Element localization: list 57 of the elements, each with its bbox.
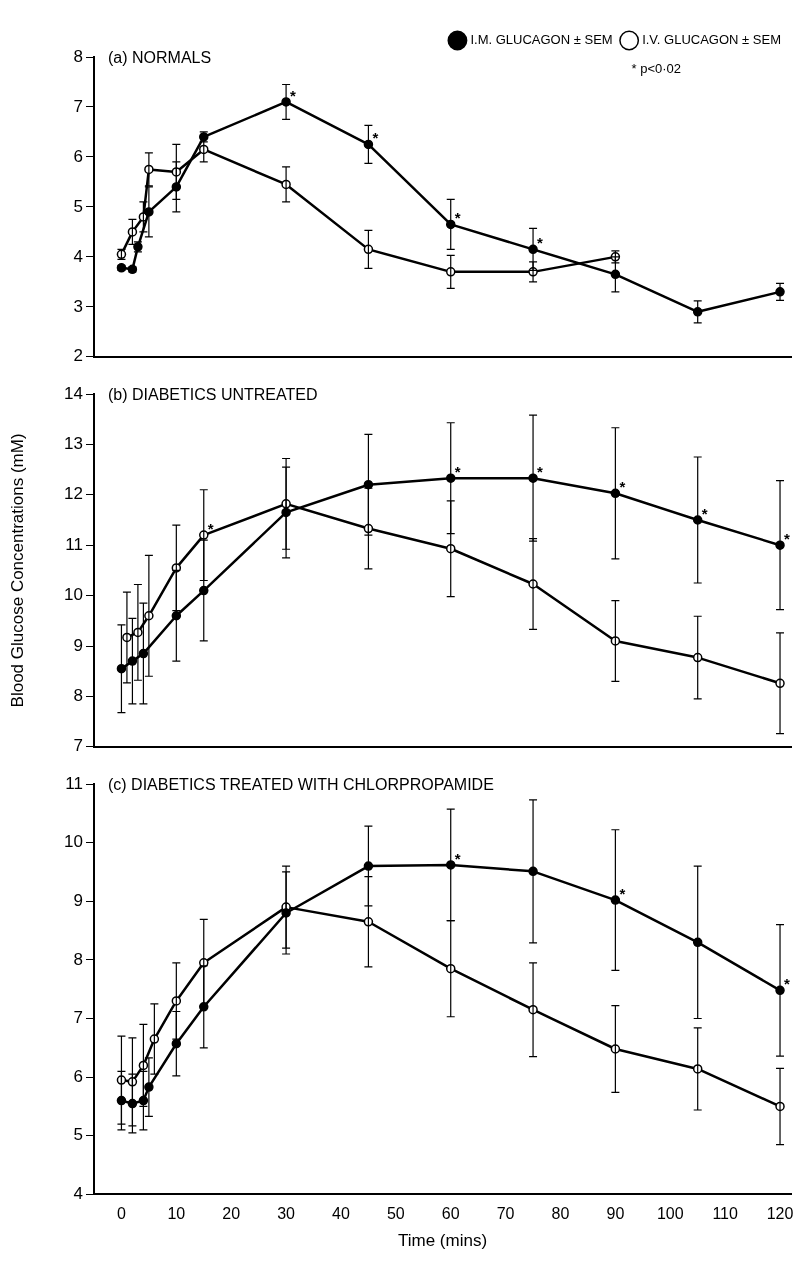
annotation: * xyxy=(619,884,626,902)
annotation: * p<0·02 xyxy=(631,61,681,77)
legend-label: I.V. GLUCAGON ± SEM xyxy=(642,32,781,48)
x-tick-label: 0 xyxy=(116,1205,126,1223)
x-tick-label: 120 xyxy=(766,1205,794,1223)
y-tick-label: 11 xyxy=(65,534,83,554)
x-tick-label: 70 xyxy=(496,1205,515,1223)
chart-title: (c) DIABETICS TREATED WITH CHLORPROPAMIDE xyxy=(108,776,494,794)
annotation: * xyxy=(537,462,544,480)
annotation: * xyxy=(701,504,708,522)
y-tick-label: 8 xyxy=(73,46,83,66)
x-tick-label: 50 xyxy=(386,1205,405,1223)
y-tick-label: 4 xyxy=(73,1184,83,1204)
y-tick-label: 8 xyxy=(73,949,83,969)
x-tick-label: 20 xyxy=(222,1205,241,1223)
annotation: * xyxy=(454,849,461,867)
y-tick-label: 9 xyxy=(73,635,83,655)
y-tick-label: 6 xyxy=(73,146,83,166)
annotation: * xyxy=(784,975,791,993)
x-tick-label: 80 xyxy=(551,1205,570,1223)
annotation: * xyxy=(290,86,297,104)
y-tick-label: 6 xyxy=(73,1066,83,1086)
x-tick-label: 110 xyxy=(712,1205,738,1223)
legend-label: I.M. GLUCAGON ± SEM xyxy=(470,32,613,48)
y-tick-label: 9 xyxy=(73,890,83,910)
x-tick-label: 90 xyxy=(606,1205,625,1223)
y-tick-label: 11 xyxy=(65,773,83,793)
chart-title: (a) NORMALS xyxy=(108,49,212,67)
annotation: * xyxy=(207,519,214,537)
y-tick-label: 5 xyxy=(73,1125,83,1145)
annotation: * xyxy=(454,209,461,227)
annotation: * xyxy=(454,462,461,480)
x-tick-label: 40 xyxy=(332,1205,350,1223)
y-tick-label: 13 xyxy=(64,434,83,454)
annotation: * xyxy=(372,129,379,147)
y-tick-label: 7 xyxy=(73,736,83,756)
x-tick-label: 30 xyxy=(277,1205,296,1223)
annotation: * xyxy=(537,234,544,252)
annotation: * xyxy=(619,477,626,495)
y-tick-label: 12 xyxy=(64,484,83,504)
y-tick-label: 14 xyxy=(64,383,83,403)
y-tick-label: 2 xyxy=(73,346,83,366)
y-tick-label: 3 xyxy=(73,296,83,316)
x-tick-label: 10 xyxy=(167,1205,186,1223)
y-tick-label: 7 xyxy=(73,96,83,116)
y-axis-title: Blood Glucose Concentrations (mM) xyxy=(7,433,27,708)
annotation: * xyxy=(784,529,791,547)
y-tick-label: 7 xyxy=(73,1008,83,1028)
y-tick-label: 10 xyxy=(64,832,83,852)
chart-title: (b) DIABETICS UNTREATED xyxy=(108,386,318,404)
x-tick-label: 60 xyxy=(441,1205,460,1223)
x-axis-title: Time (mins) xyxy=(397,1231,488,1251)
x-tick-label: 100 xyxy=(656,1205,684,1223)
y-tick-label: 10 xyxy=(64,585,83,605)
y-tick-label: 5 xyxy=(73,196,83,216)
y-tick-label: 8 xyxy=(73,686,83,706)
y-tick-label: 4 xyxy=(73,246,83,266)
